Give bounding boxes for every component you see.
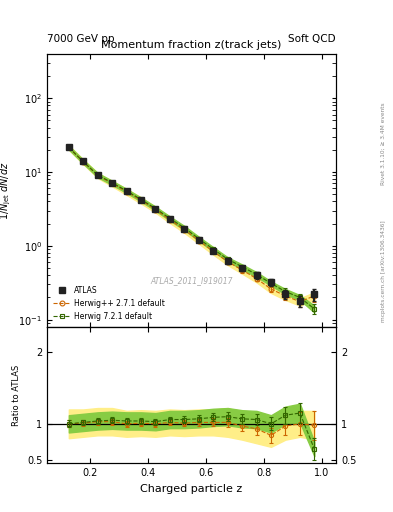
Legend: ATLAS, Herwig++ 2.7.1 default, Herwig 7.2.1 default: ATLAS, Herwig++ 2.7.1 default, Herwig 7.… (51, 284, 167, 323)
X-axis label: Charged particle z: Charged particle z (140, 484, 243, 494)
Text: mcplots.cern.ch [arXiv:1306.3436]: mcplots.cern.ch [arXiv:1306.3436] (381, 221, 386, 322)
Text: Soft QCD: Soft QCD (288, 33, 336, 44)
Title: Momentum fraction z(track jets): Momentum fraction z(track jets) (101, 40, 282, 50)
Text: ATLAS_2011_I919017: ATLAS_2011_I919017 (151, 276, 233, 285)
Text: Rivet 3.1.10; ≥ 3.4M events: Rivet 3.1.10; ≥ 3.4M events (381, 102, 386, 185)
Text: 7000 GeV pp: 7000 GeV pp (47, 33, 115, 44)
Y-axis label: $1/N_\mathrm{jet}\;dN/dz$: $1/N_\mathrm{jet}\;dN/dz$ (0, 161, 13, 220)
Y-axis label: Ratio to ATLAS: Ratio to ATLAS (12, 365, 21, 425)
